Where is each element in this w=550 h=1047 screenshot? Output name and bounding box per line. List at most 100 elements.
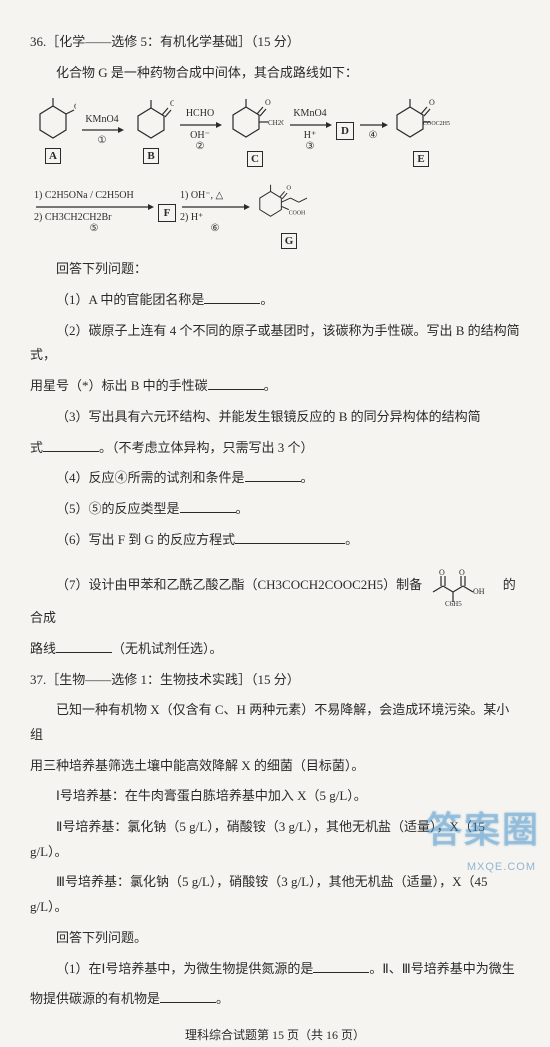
box-G: G: [281, 233, 297, 249]
q37-q1: （1）在Ⅰ号培养基中，为微生物提供氮源的是 。Ⅱ、Ⅲ号培养基中为微生: [30, 957, 520, 982]
blank-7[interactable]: [56, 640, 112, 653]
p6a: （6）写出 F 到 G 的反应方程式: [56, 532, 235, 547]
arrow1-top: KMnO4: [85, 114, 118, 126]
arrow4-bot: ④: [369, 130, 378, 142]
arrow-3: KMnO4 H⁺ ③: [288, 108, 332, 153]
blank-37-1[interactable]: [313, 960, 369, 973]
page-footer: 理科综合试题第 15 页（共 16 页）: [30, 1024, 520, 1047]
q37-header: 37.［生物——选修 1：生物技术实践］（15 分）: [30, 668, 520, 693]
p3c: 。（不考虑立体异构，只需写出 3 个）: [99, 440, 314, 455]
mol-E: O COOC2H5 E: [392, 93, 450, 167]
blank-3[interactable]: [43, 439, 99, 452]
watermark: 答案圈: [426, 796, 540, 864]
arrow-2: HCHO OH⁻ ②: [178, 108, 222, 153]
q37-q1b: 。Ⅱ、Ⅲ号培养基中为微生: [369, 961, 514, 976]
blank-6[interactable]: [235, 531, 345, 544]
svg-text:O: O: [459, 568, 465, 577]
q36-intro: 化合物 G 是一种药物合成中间体，其合成路线如下：: [30, 61, 520, 86]
arrow5-top2: 2) CH3CH2CH2Br: [34, 212, 112, 224]
q36-p3: （3）写出具有六元环结构、并能发生银镜反应的 B 的同分异构体的结构简: [30, 405, 520, 430]
svg-text:O: O: [429, 98, 435, 107]
box-A: A: [45, 148, 61, 164]
q36-p1: （1）A 中的官能团名称是 。: [30, 288, 520, 313]
arrow5-top1: 1) C2H5ONa / C2H5OH: [34, 190, 134, 202]
q36-lead: 回答下列问题：: [30, 257, 520, 282]
p4b: 。: [301, 470, 314, 485]
q36-p7c: 路线 （无机试剂任选）。: [30, 637, 520, 662]
p1a: （1）A 中的官能团名称是: [56, 292, 204, 307]
p3b: 式: [30, 440, 43, 455]
p5b: 。: [236, 501, 249, 516]
arrow-4: ④: [358, 120, 388, 142]
q36-p4: （4）反应④所需的试剂和条件是 。: [30, 466, 520, 491]
arrow3-top: KMnO4: [293, 108, 326, 120]
p7d: （无机试剂任选）。: [112, 641, 223, 656]
arrow6-top2: 2) H⁺: [180, 212, 203, 224]
scheme-row-1: OH A KMnO4 ① O B HCHO OH⁻ ②: [30, 93, 520, 167]
mol-D: D: [336, 120, 354, 140]
p7a: （7）设计由甲苯和乙酰乙酸乙酯（CH3COCH2COOC2H5）制备: [56, 577, 422, 592]
box-F: F: [158, 204, 176, 222]
box-C: C: [247, 151, 263, 167]
q36-p6: （6）写出 F 到 G 的反应方程式 。: [30, 528, 520, 553]
p5a: （5）⑤的反应类型是: [56, 501, 180, 516]
svg-text:OH: OH: [473, 587, 485, 596]
arrow2-top: HCHO: [186, 108, 214, 120]
q36-p2b: 用星号（*）标出 B 中的手性碳 。: [30, 374, 520, 399]
arrow-1: KMnO4 ①: [80, 114, 124, 147]
blank-37-2[interactable]: [160, 990, 216, 1003]
p4a: （4）反应④所需的试剂和条件是: [56, 470, 245, 485]
inline-struct-p7: O O OH C6H5: [429, 566, 495, 606]
p2b: 用星号（*）标出 B 中的手性碳: [30, 378, 208, 393]
q37-q1c-text: 物提供碳源的有机物是: [30, 991, 160, 1006]
label-oh: OH: [74, 102, 76, 111]
p7c: 路线: [30, 641, 56, 656]
scheme-row-2: 1) C2H5ONa / C2H5OH 2) CH3CH2CH2Br ⑤ F 1…: [34, 175, 520, 249]
arrow2-mid: OH⁻: [190, 130, 210, 142]
box-E: E: [413, 151, 429, 167]
label-b-o: O: [170, 99, 174, 108]
mol-A: OH A: [30, 96, 76, 164]
q36-header: 36.［化学——选修 5：有机化学基础］（15 分）: [30, 30, 520, 55]
box-B: B: [143, 148, 159, 164]
svg-text:O: O: [265, 98, 271, 107]
label-ch2oh: CH2OH: [268, 119, 284, 127]
label-cooh: COOH: [289, 211, 306, 217]
blank-1[interactable]: [204, 291, 260, 304]
q37-p2: 用三种培养基筛选土壤中能高效降解 X 的细菌（目标菌）。: [30, 754, 520, 779]
q36-p5: （5）⑤的反应类型是 。: [30, 497, 520, 522]
q37-lead: 回答下列问题。: [30, 926, 520, 951]
arrow2-bot: ②: [196, 141, 205, 153]
q36-p7: （7）设计由甲苯和乙酰乙酸乙酯（CH3COCH2COOC2H5）制备 O O O…: [30, 566, 520, 631]
mol-F: F: [158, 202, 176, 222]
svg-text:O: O: [286, 185, 291, 192]
mol-G: O COOH G: [254, 175, 324, 249]
watermark-sub: MXQE.COM: [467, 857, 536, 878]
arrow6-bot: ⑥: [180, 223, 250, 235]
mol-C: O CH2OH C: [226, 93, 284, 167]
blank-5[interactable]: [180, 500, 236, 513]
svg-text:O: O: [439, 568, 445, 577]
p1b: 。: [260, 292, 273, 307]
blank-4[interactable]: [245, 469, 301, 482]
q37-p1: 已知一种有机物 X（仅含有 C、H 两种元素）不易降解，会造成环境污染。某小组: [30, 698, 520, 747]
blank-2[interactable]: [208, 377, 264, 390]
q37-q1d: 。: [216, 991, 229, 1006]
p2c: 。: [264, 378, 277, 393]
arrow3-bot: ③: [306, 141, 315, 153]
arrow-5: 1) C2H5ONa / C2H5OH 2) CH3CH2CH2Br ⑤: [34, 190, 154, 235]
q37-q1c: 物提供碳源的有机物是 。: [30, 987, 520, 1012]
q37-m3: Ⅲ号培养基：氯化钠（5 g/L），硝酸铵（3 g/L），其他无机盐（适量），X（…: [30, 870, 520, 919]
arrow-6: 1) OH⁻, △ 2) H⁺ ⑥: [180, 190, 250, 235]
mol-B: O B: [128, 96, 174, 164]
arrow1-bot: ①: [98, 135, 107, 147]
q37-q1a: （1）在Ⅰ号培养基中，为微生物提供氮源的是: [56, 961, 313, 976]
arrow3-mid: H⁺: [304, 130, 317, 142]
q36-p2: （2）碳原子上连有 4 个不同的原子或基团时，该碳称为手性碳。写出 B 的结构简…: [30, 319, 520, 368]
label-cooc2h5: COOC2H5: [423, 121, 450, 127]
p6b: 。: [345, 532, 358, 547]
arrow5-bot: ⑤: [34, 223, 154, 235]
box-D: D: [336, 122, 354, 140]
arrow6-top1: 1) OH⁻, △: [180, 190, 223, 202]
q36-p3b: 式 。（不考虑立体异构，只需写出 3 个）: [30, 436, 520, 461]
